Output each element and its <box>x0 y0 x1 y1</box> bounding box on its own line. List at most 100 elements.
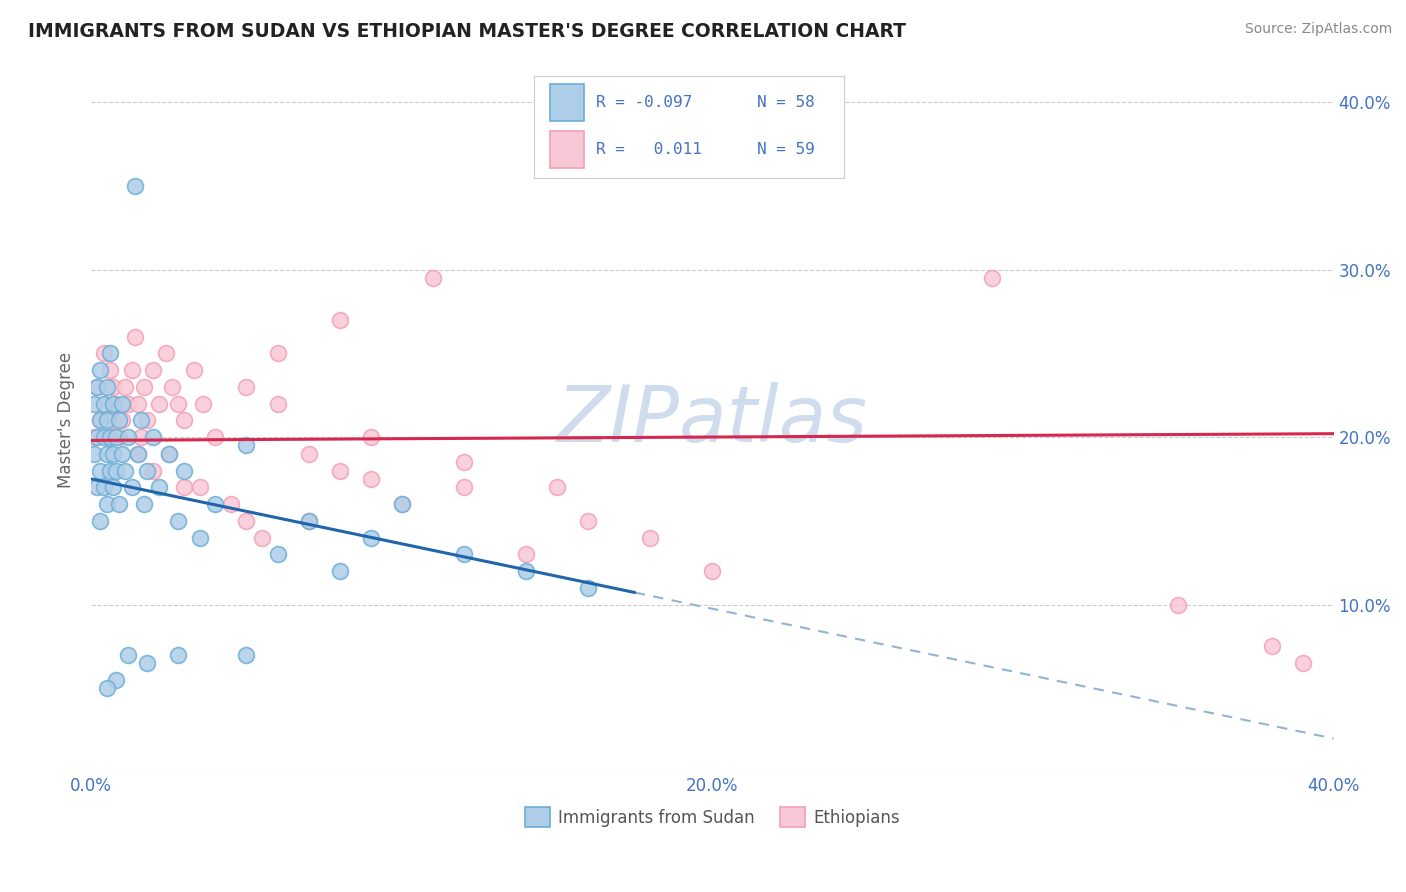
Point <box>148 480 170 494</box>
Point <box>142 363 165 377</box>
Point <box>360 430 382 444</box>
Point <box>101 447 124 461</box>
Point <box>453 455 475 469</box>
Point <box>96 447 118 461</box>
Point <box>83 396 105 410</box>
Point <box>93 396 115 410</box>
Point <box>360 472 382 486</box>
Point <box>173 464 195 478</box>
Point <box>702 564 724 578</box>
Point <box>136 413 159 427</box>
Point <box>117 396 139 410</box>
Point <box>101 480 124 494</box>
Point <box>160 380 183 394</box>
Point <box>121 363 143 377</box>
FancyBboxPatch shape <box>550 84 583 121</box>
Point <box>98 430 121 444</box>
Point <box>167 396 190 410</box>
Point <box>422 271 444 285</box>
Text: ZIPatlas: ZIPatlas <box>557 383 868 458</box>
Point <box>86 380 108 394</box>
Point <box>86 480 108 494</box>
Point <box>105 396 128 410</box>
Point <box>453 480 475 494</box>
Point <box>204 430 226 444</box>
Point <box>108 430 131 444</box>
Point <box>111 413 134 427</box>
Point <box>188 480 211 494</box>
Point <box>96 380 118 394</box>
Point <box>89 413 111 427</box>
Point <box>127 447 149 461</box>
Text: Source: ZipAtlas.com: Source: ZipAtlas.com <box>1244 22 1392 37</box>
Point <box>142 464 165 478</box>
Point <box>93 396 115 410</box>
Point <box>329 312 352 326</box>
Point <box>515 564 537 578</box>
Point <box>329 564 352 578</box>
Point <box>546 480 568 494</box>
Point <box>93 346 115 360</box>
Point <box>96 497 118 511</box>
Point <box>105 673 128 687</box>
Point <box>148 396 170 410</box>
Point <box>121 480 143 494</box>
Point <box>167 514 190 528</box>
Point <box>114 464 136 478</box>
Point <box>576 514 599 528</box>
Point <box>391 497 413 511</box>
Point <box>266 547 288 561</box>
Point <box>89 464 111 478</box>
Point <box>111 447 134 461</box>
Text: R =   0.011: R = 0.011 <box>596 142 702 157</box>
Point <box>117 648 139 662</box>
Y-axis label: Master's Degree: Master's Degree <box>58 352 75 488</box>
Point <box>297 514 319 528</box>
Point <box>266 396 288 410</box>
Point <box>108 413 131 427</box>
Point <box>136 656 159 670</box>
Point <box>114 380 136 394</box>
Point <box>108 497 131 511</box>
Point <box>188 531 211 545</box>
Point <box>96 430 118 444</box>
Point <box>111 396 134 410</box>
Point <box>89 363 111 377</box>
Point <box>297 447 319 461</box>
FancyBboxPatch shape <box>550 131 583 168</box>
Point <box>173 480 195 494</box>
Text: R = -0.097: R = -0.097 <box>596 95 692 110</box>
Point <box>83 430 105 444</box>
Point <box>142 430 165 444</box>
Point <box>235 648 257 662</box>
Legend: Immigrants from Sudan, Ethiopians: Immigrants from Sudan, Ethiopians <box>519 800 907 834</box>
Point <box>101 380 124 394</box>
Point <box>89 514 111 528</box>
Point <box>132 380 155 394</box>
Point <box>105 464 128 478</box>
Point <box>127 396 149 410</box>
Point <box>93 430 115 444</box>
Point <box>127 447 149 461</box>
Point <box>191 396 214 410</box>
Point <box>329 464 352 478</box>
Point <box>129 430 152 444</box>
Point <box>266 346 288 360</box>
Point <box>117 430 139 444</box>
Point <box>183 363 205 377</box>
Point <box>250 531 273 545</box>
Point <box>235 514 257 528</box>
Point <box>124 329 146 343</box>
Text: N = 58: N = 58 <box>756 95 814 110</box>
Point <box>167 648 190 662</box>
Point <box>132 497 155 511</box>
Point <box>98 346 121 360</box>
Point <box>124 178 146 193</box>
Point <box>83 447 105 461</box>
Point <box>515 547 537 561</box>
Point <box>453 547 475 561</box>
Point <box>204 497 226 511</box>
Text: N = 59: N = 59 <box>756 142 814 157</box>
Point <box>981 271 1004 285</box>
Point <box>1260 640 1282 654</box>
